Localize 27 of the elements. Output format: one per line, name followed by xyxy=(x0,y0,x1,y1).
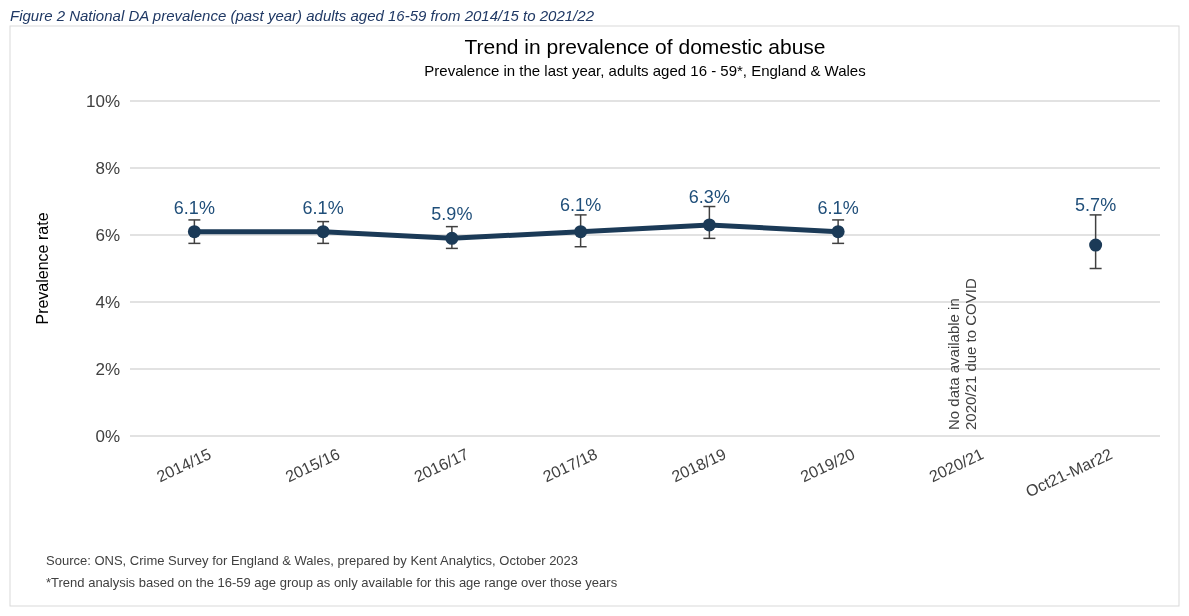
data-label: 6.1% xyxy=(560,194,602,215)
point xyxy=(1089,238,1103,252)
point xyxy=(574,225,588,239)
y-tick-label: 0% xyxy=(95,427,120,446)
data-label: 6.1% xyxy=(817,197,859,218)
caption: Figure 2 National DA prevalence (past year) adults aged 16-59 from 2014/15 to 2021/22 xyxy=(10,7,595,24)
data-label: 5.7% xyxy=(1075,194,1117,215)
annotation: No data available in 2020/21 due to COVID xyxy=(944,278,979,430)
point xyxy=(445,231,459,245)
data-label: 6.1% xyxy=(173,197,215,218)
data-label: 5.9% xyxy=(431,204,473,225)
point xyxy=(831,225,845,239)
source-note: Source: ONS, Crime Survey for England & Wales, prepared by Kent Analytics, October 2023 xyxy=(46,553,579,568)
point xyxy=(702,218,716,232)
y-tick-label: 2% xyxy=(95,360,120,379)
text: *Trend analysis based on the 16-59 age group as only available for this age range over those years xyxy=(46,575,618,590)
y-tick-label: 8% xyxy=(95,159,120,178)
data-label: 6.1% xyxy=(302,197,344,218)
y-tick-label: 6% xyxy=(95,226,120,245)
y-tick-label: 4% xyxy=(95,293,120,312)
chart-title: Trend in prevalence of domestic abuse xyxy=(464,35,826,58)
data-label: 6.3% xyxy=(688,186,730,207)
point xyxy=(187,225,201,239)
point xyxy=(316,225,330,239)
y-tick-label: 10% xyxy=(85,92,120,111)
y-axis-title: Prevalence rate xyxy=(34,212,51,325)
chart-subtitle: Prevalence in the last year, adults aged 16 - 59*, England & Wales xyxy=(424,62,866,79)
